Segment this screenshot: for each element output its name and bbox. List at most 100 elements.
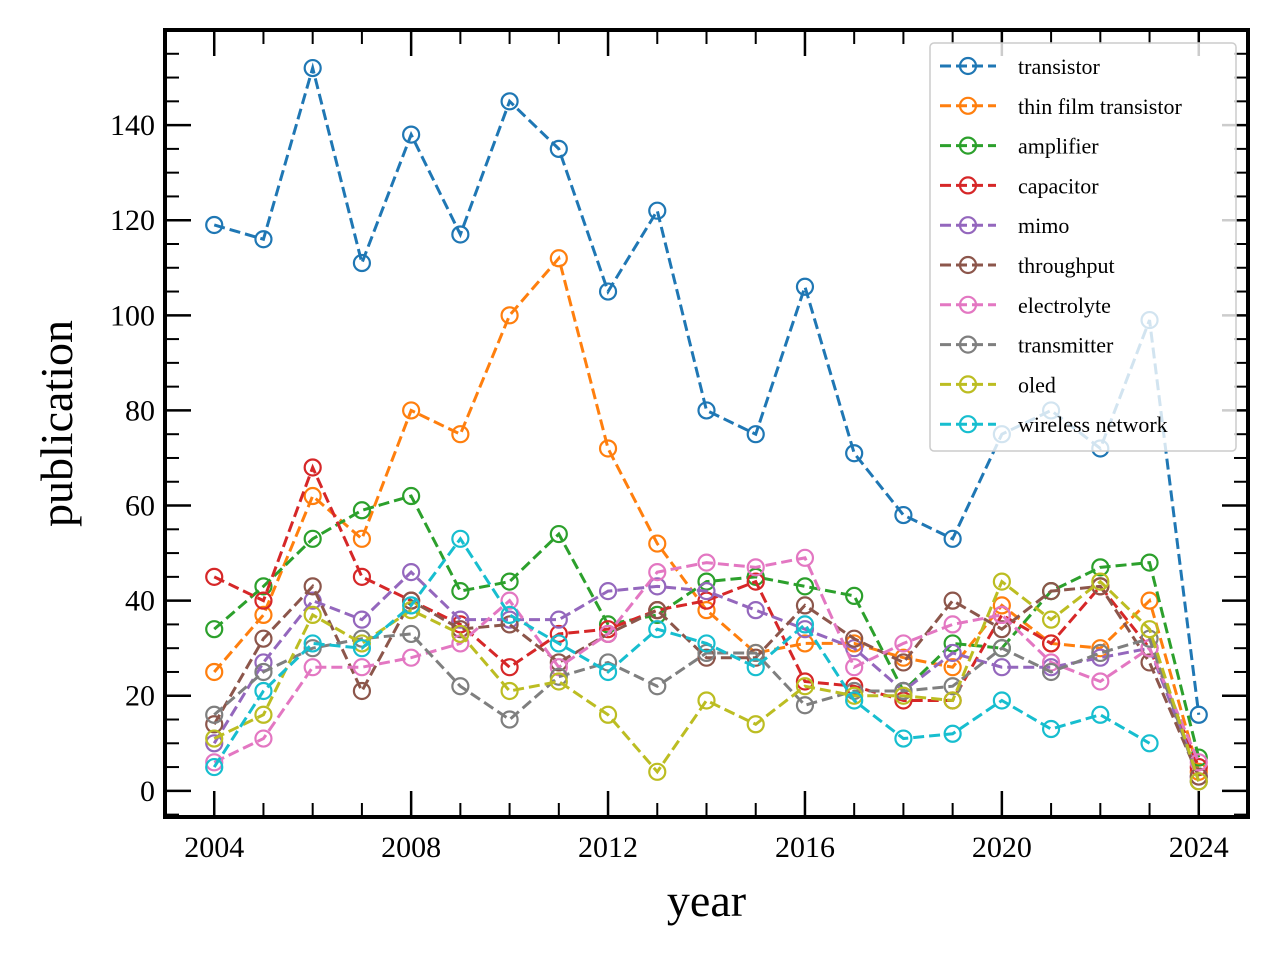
data-point <box>746 643 765 663</box>
data-point <box>598 662 618 682</box>
x-axis-title: year <box>667 875 746 926</box>
data-point <box>352 501 372 520</box>
data-point <box>1091 672 1110 691</box>
data-point <box>697 582 716 601</box>
data-point <box>205 705 224 724</box>
data-point <box>451 529 470 548</box>
data-point <box>795 548 815 567</box>
series-wireless-network <box>205 529 1159 777</box>
data-point <box>402 596 421 615</box>
data-point <box>992 639 1011 658</box>
data-point <box>1041 658 1061 677</box>
y-tick-label: 20 <box>125 680 155 713</box>
data-point <box>1091 648 1110 667</box>
legend-marker <box>958 216 978 235</box>
data-point <box>697 553 716 572</box>
data-point <box>205 662 224 682</box>
data-point <box>845 686 864 705</box>
legend-label: transmitter <box>1018 333 1114 358</box>
data-point <box>746 425 765 444</box>
data-point <box>352 610 372 629</box>
data-point <box>303 529 322 548</box>
data-point <box>451 582 470 601</box>
data-point <box>943 615 962 634</box>
data-point <box>943 591 962 610</box>
data-point <box>746 715 765 734</box>
data-point <box>303 58 322 78</box>
x-tick-label: 2020 <box>972 831 1032 864</box>
data-point <box>795 696 815 715</box>
data-point <box>303 577 322 596</box>
data-point <box>1041 634 1061 653</box>
data-point <box>648 201 667 220</box>
data-point <box>1091 558 1110 577</box>
data-point <box>205 620 224 639</box>
data-point <box>845 444 864 463</box>
data-point <box>303 458 322 477</box>
y-tick-label: 80 <box>125 394 155 427</box>
data-point <box>894 634 913 653</box>
data-point <box>992 572 1011 591</box>
data-point <box>549 524 568 544</box>
data-point <box>402 125 421 144</box>
plot-frame <box>163 28 1250 819</box>
data-point <box>746 648 765 667</box>
data-point <box>894 686 913 705</box>
data-point <box>402 563 421 582</box>
data-point <box>795 615 815 634</box>
legend-label: throughput <box>1018 253 1115 278</box>
data-point <box>648 762 667 781</box>
data-point <box>1189 767 1208 786</box>
data-point <box>549 139 568 158</box>
series-line <box>213 632 1201 782</box>
data-point <box>352 529 372 548</box>
x-tick-label: 2012 <box>578 831 638 864</box>
data-point <box>943 643 962 663</box>
data-point <box>795 277 815 296</box>
data-point <box>205 729 224 748</box>
y-tick-label: 100 <box>110 299 155 332</box>
data-point <box>795 672 815 691</box>
x-tick-label: 2004 <box>184 831 244 864</box>
data-point <box>648 577 667 596</box>
legend-label: amplifier <box>1018 134 1099 159</box>
data-point <box>746 601 765 620</box>
data-point <box>402 624 421 644</box>
data-point <box>697 401 716 420</box>
data-point <box>598 620 618 639</box>
data-point <box>451 610 470 629</box>
legend-marker <box>958 295 978 314</box>
data-point <box>205 734 224 753</box>
data-point <box>254 230 273 249</box>
x-tick-label: 2016 <box>775 831 835 864</box>
series-line <box>212 536 1151 768</box>
data-point <box>598 705 618 724</box>
series-line <box>213 494 1201 758</box>
data-point <box>648 620 667 639</box>
legend-label: transistor <box>1018 54 1101 79</box>
data-point <box>500 605 519 625</box>
data-point <box>205 753 224 772</box>
legend-marker <box>958 375 978 394</box>
data-point <box>549 672 568 691</box>
data-point <box>648 677 667 696</box>
data-point <box>598 624 618 644</box>
x-tick-label: 2008 <box>381 831 441 864</box>
data-point <box>402 401 421 420</box>
series-line <box>213 463 1201 768</box>
data-point <box>205 215 224 235</box>
legend-marker <box>958 415 978 434</box>
data-point <box>648 563 667 582</box>
data-point <box>1041 662 1061 682</box>
data-point <box>943 724 962 743</box>
series-line <box>213 556 1201 764</box>
data-point <box>254 591 273 610</box>
data-point <box>943 691 962 710</box>
data-point <box>500 681 519 701</box>
y-tick-label: 0 <box>140 775 155 808</box>
data-point <box>1091 643 1110 663</box>
data-point <box>352 681 372 701</box>
data-point <box>1091 572 1110 591</box>
data-point <box>845 629 864 648</box>
legend-box <box>929 42 1237 452</box>
